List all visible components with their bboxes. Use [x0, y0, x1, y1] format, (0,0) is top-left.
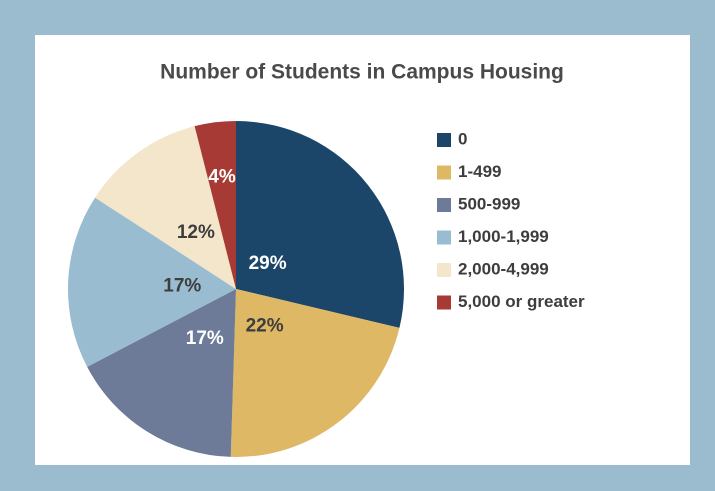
- pie-slice: [87, 289, 237, 457]
- legend-swatch: [437, 198, 451, 212]
- legend-swatch: [437, 133, 451, 147]
- legend-swatch: [437, 230, 451, 245]
- data-label: 4%: [208, 166, 236, 187]
- legend-swatch: [437, 263, 451, 277]
- legend-label: 0: [458, 129, 467, 148]
- data-label: 22%: [246, 315, 284, 336]
- legend-label: 1-499: [458, 162, 501, 181]
- legend-label: 1,000-1,999: [458, 227, 549, 246]
- data-label: 17%: [186, 328, 224, 349]
- pie-slice: [67, 197, 236, 367]
- chart-title: Number of Students in Campus Housing: [160, 61, 564, 84]
- data-label: 29%: [249, 253, 287, 274]
- pie-slice: [194, 121, 236, 289]
- pie-slice: [230, 289, 400, 457]
- legend-swatch: [437, 295, 451, 310]
- data-label: 17%: [163, 276, 201, 297]
- legend-label: 5,000 or greater: [458, 292, 585, 311]
- pie-slice: [236, 121, 404, 328]
- pie-slice: [95, 126, 236, 290]
- legend-label: 2,000-4,999: [458, 259, 549, 278]
- legend-label: 500-999: [458, 194, 520, 213]
- legend-swatch: [437, 165, 451, 180]
- data-label: 12%: [177, 222, 215, 243]
